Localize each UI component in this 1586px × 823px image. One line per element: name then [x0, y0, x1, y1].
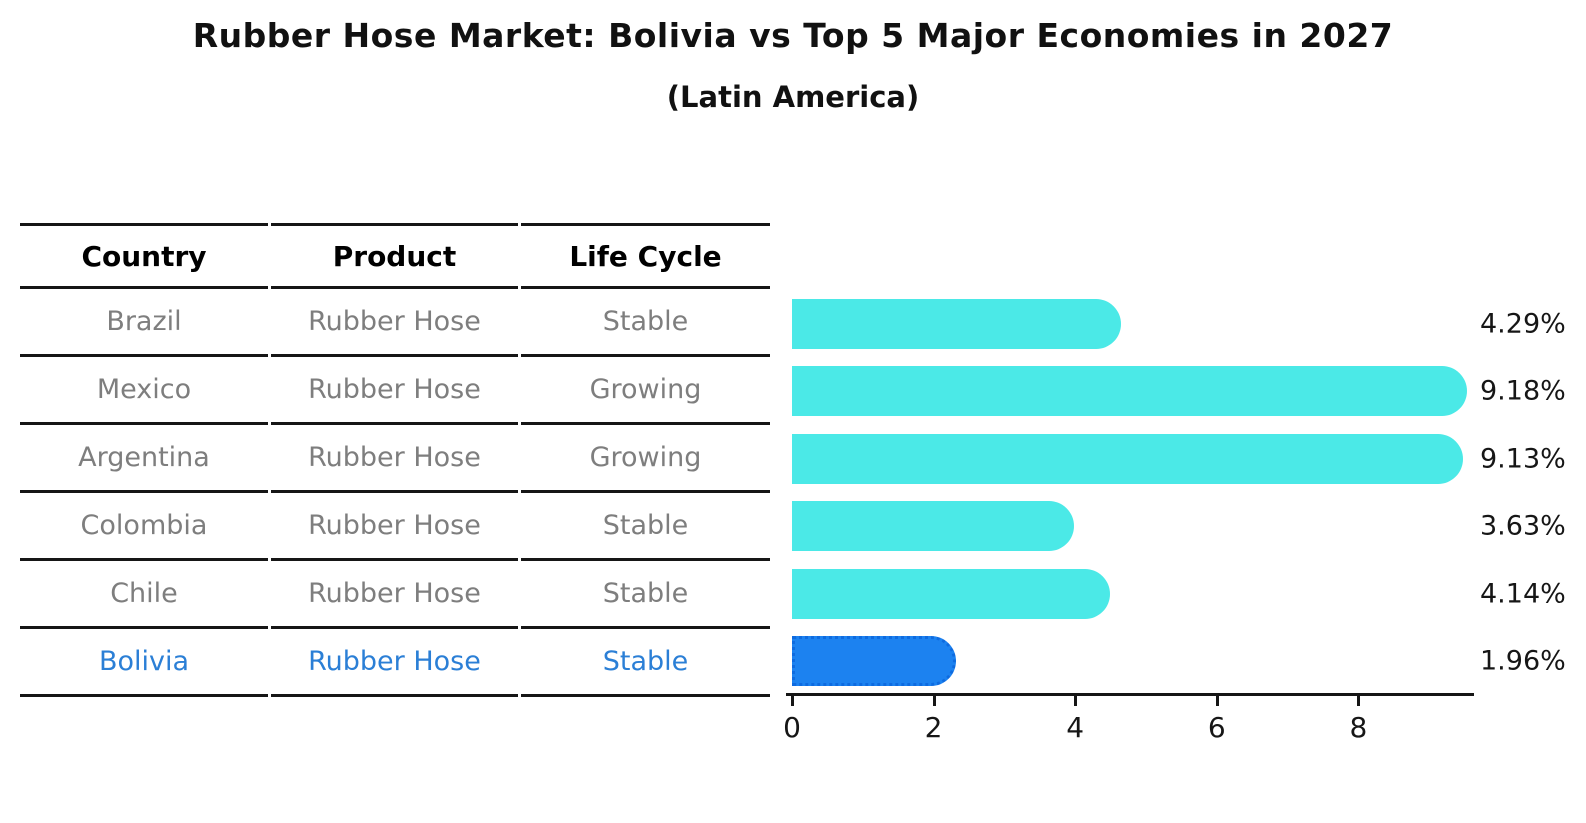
cell-life-cycle: Stable — [521, 561, 770, 629]
cell-country: Argentina — [20, 425, 268, 493]
column-header-product: Product — [271, 223, 518, 289]
table-row: Mexico Rubber Hose Growing — [20, 357, 770, 425]
cell-life-cycle: Growing — [521, 357, 770, 425]
cell-life-cycle: Growing — [521, 425, 770, 493]
cell-life-cycle: Stable — [521, 493, 770, 561]
cell-product: Rubber Hose — [271, 561, 518, 629]
column-header-country: Country — [20, 223, 268, 289]
cell-country: Chile — [20, 561, 268, 629]
chart-title: Rubber Hose Market: Bolivia vs Top 5 Maj… — [192, 16, 1394, 55]
x-axis-line — [786, 693, 1474, 696]
x-tick-mark — [1074, 693, 1078, 706]
bar-colombia — [792, 501, 1074, 552]
x-tick-mark — [1215, 693, 1219, 706]
country-table: Country Product Life Cycle Brazil Rubber… — [20, 223, 770, 697]
value-label-argentina: 9.13% — [1480, 443, 1566, 475]
table-row: Brazil Rubber Hose Stable — [20, 289, 770, 357]
value-label-chile: 4.14% — [1480, 578, 1566, 610]
table-row: Colombia Rubber Hose Stable — [20, 493, 770, 561]
value-label-colombia: 3.63% — [1480, 510, 1566, 542]
x-tick-label: 8 — [1349, 711, 1368, 744]
cell-country: Bolivia — [20, 629, 268, 697]
cell-life-cycle: Stable — [521, 629, 770, 697]
chart-subtitle: (Latin America) — [666, 80, 920, 114]
x-tick-mark — [791, 693, 794, 706]
table-row: Argentina Rubber Hose Growing — [20, 425, 770, 493]
bar-bolivia — [792, 636, 956, 686]
cell-product: Rubber Hose — [271, 493, 518, 561]
cell-country: Mexico — [20, 357, 268, 425]
value-label-brazil: 4.29% — [1480, 308, 1566, 340]
value-label-mexico: 9.18% — [1480, 375, 1566, 407]
cell-country: Colombia — [20, 493, 268, 561]
x-tick-mark — [1357, 693, 1361, 706]
table-row-bolivia: Bolivia Rubber Hose Stable — [20, 629, 770, 697]
x-tick-mark — [932, 693, 936, 706]
cell-product: Rubber Hose — [271, 425, 518, 493]
x-tick-label: 2 — [924, 711, 943, 744]
column-header-life-cycle: Life Cycle — [521, 223, 770, 289]
table-row: Chile Rubber Hose Stable — [20, 561, 770, 629]
cell-product: Rubber Hose — [271, 357, 518, 425]
table-header-row: Country Product Life Cycle — [20, 223, 770, 289]
cell-life-cycle: Stable — [521, 289, 770, 357]
cell-country: Brazil — [20, 289, 268, 357]
cell-product: Rubber Hose — [271, 629, 518, 697]
x-tick-label: 6 — [1207, 711, 1226, 744]
x-tick-label: 4 — [1066, 711, 1085, 744]
bar-argentina — [792, 433, 1463, 484]
cell-product: Rubber Hose — [271, 289, 518, 357]
value-label-bolivia: 1.96% — [1480, 645, 1566, 677]
bar-brazil — [792, 299, 1121, 349]
x-tick-label: 0 — [783, 711, 801, 744]
bar-mexico — [792, 366, 1467, 417]
bar-chile — [792, 568, 1110, 619]
